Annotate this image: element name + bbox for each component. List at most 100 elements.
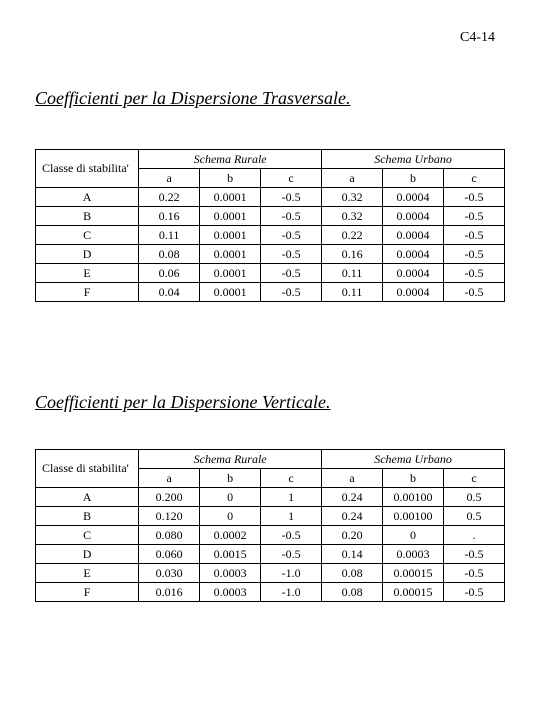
table-row: B0.160.0001-0.50.320.0004-0.5 (36, 207, 505, 226)
cell-urbano-a: 0.11 (322, 283, 383, 302)
table-row: C0.110.0001-0.50.220.0004-0.5 (36, 226, 505, 245)
table-row: B0.120010.240.001000.5 (36, 507, 505, 526)
col-b-urbano: b (383, 169, 444, 188)
cell-urbano-b: 0.0004 (383, 245, 444, 264)
cell-rurale-a: 0.16 (139, 207, 200, 226)
scheme-rurale: Schema Rurale (139, 150, 322, 169)
table-row: A0.200010.240.001000.5 (36, 488, 505, 507)
cell-rurale-a: 0.200 (139, 488, 200, 507)
cell-rurale-c: -0.5 (261, 245, 322, 264)
table-header-row: Classe di stabilita' Schema Rurale Schem… (36, 450, 505, 469)
table-row: D0.0600.0015-0.50.140.0003-0.5 (36, 545, 505, 564)
table-header-row: Classe di stabilita' Schema Rurale Schem… (36, 150, 505, 169)
cell-urbano-b: 0.00015 (383, 583, 444, 602)
row-header: Classe di stabilita' (36, 450, 139, 488)
cell-urbano-c: -0.5 (444, 564, 505, 583)
cell-rurale-c: -1.0 (261, 583, 322, 602)
table-row: E0.0300.0003-1.00.080.00015-0.5 (36, 564, 505, 583)
cell-rurale-a: 0.030 (139, 564, 200, 583)
cell-urbano-c: 0.5 (444, 488, 505, 507)
scheme-urbano: Schema Urbano (322, 150, 505, 169)
class-cell: C (36, 226, 139, 245)
cell-urbano-b: 0.0004 (383, 264, 444, 283)
cell-urbano-b: 0.0003 (383, 545, 444, 564)
cell-rurale-a: 0.060 (139, 545, 200, 564)
table-row: C0.0800.0002-0.50.200. (36, 526, 505, 545)
class-cell: E (36, 264, 139, 283)
cell-urbano-a: 0.08 (322, 583, 383, 602)
cell-rurale-b: 0.0015 (200, 545, 261, 564)
cell-urbano-c: 0.5 (444, 507, 505, 526)
cell-urbano-a: 0.32 (322, 207, 383, 226)
cell-rurale-b: 0.0001 (200, 188, 261, 207)
cell-rurale-b: 0.0002 (200, 526, 261, 545)
cell-rurale-c: 1 (261, 507, 322, 526)
cell-rurale-b: 0.0001 (200, 264, 261, 283)
cell-rurale-c: -0.5 (261, 283, 322, 302)
class-cell: C (36, 526, 139, 545)
cell-urbano-b: 0.00100 (383, 488, 444, 507)
col-a-rurale: a (139, 469, 200, 488)
table-row: A0.220.0001-0.50.320.0004-0.5 (36, 188, 505, 207)
scheme-urbano: Schema Urbano (322, 450, 505, 469)
cell-rurale-c: -0.5 (261, 226, 322, 245)
table-row: F0.0160.0003-1.00.080.00015-0.5 (36, 583, 505, 602)
cell-urbano-a: 0.24 (322, 488, 383, 507)
row-header: Classe di stabilita' (36, 150, 139, 188)
col-a-urbano: a (322, 469, 383, 488)
cell-rurale-c: -0.5 (261, 188, 322, 207)
class-cell: B (36, 507, 139, 526)
cell-urbano-a: 0.22 (322, 226, 383, 245)
page-number: C4-14 (460, 30, 495, 46)
cell-urbano-b: 0.0004 (383, 283, 444, 302)
cell-urbano-b: 0.00015 (383, 564, 444, 583)
scheme-rurale: Schema Rurale (139, 450, 322, 469)
cell-rurale-c: -0.5 (261, 207, 322, 226)
class-cell: F (36, 283, 139, 302)
cell-rurale-a: 0.016 (139, 583, 200, 602)
cell-rurale-a: 0.04 (139, 283, 200, 302)
cell-urbano-a: 0.32 (322, 188, 383, 207)
class-cell: B (36, 207, 139, 226)
class-cell: D (36, 545, 139, 564)
class-cell: F (36, 583, 139, 602)
cell-rurale-a: 0.06 (139, 264, 200, 283)
cell-rurale-a: 0.22 (139, 188, 200, 207)
cell-rurale-a: 0.08 (139, 245, 200, 264)
cell-urbano-b: 0 (383, 526, 444, 545)
cell-urbano-b: 0.0004 (383, 207, 444, 226)
cell-urbano-c: -0.5 (444, 245, 505, 264)
class-cell: D (36, 245, 139, 264)
cell-rurale-b: 0 (200, 507, 261, 526)
cell-rurale-c: -1.0 (261, 564, 322, 583)
col-c-urbano: c (444, 169, 505, 188)
class-cell: E (36, 564, 139, 583)
cell-urbano-c: -0.5 (444, 545, 505, 564)
cell-rurale-a: 0.080 (139, 526, 200, 545)
class-cell: A (36, 488, 139, 507)
cell-urbano-b: 0.0004 (383, 188, 444, 207)
cell-rurale-b: 0.0001 (200, 226, 261, 245)
table-row: D0.080.0001-0.50.160.0004-0.5 (36, 245, 505, 264)
col-c-urbano: c (444, 469, 505, 488)
cell-urbano-a: 0.16 (322, 245, 383, 264)
col-c-rurale: c (261, 469, 322, 488)
cell-urbano-a: 0.24 (322, 507, 383, 526)
col-b-urbano: b (383, 469, 444, 488)
cell-urbano-c: -0.5 (444, 188, 505, 207)
cell-urbano-c: -0.5 (444, 583, 505, 602)
col-c-rurale: c (261, 169, 322, 188)
heading-verticale: Coefficienti per la Dispersione Vertical… (35, 392, 505, 413)
cell-rurale-c: 1 (261, 488, 322, 507)
col-b-rurale: b (200, 169, 261, 188)
col-a-rurale: a (139, 169, 200, 188)
page: C4-14 Coefficienti per la Dispersione Tr… (0, 0, 540, 622)
cell-rurale-b: 0.0001 (200, 283, 261, 302)
col-a-urbano: a (322, 169, 383, 188)
col-b-rurale: b (200, 469, 261, 488)
cell-urbano-a: 0.14 (322, 545, 383, 564)
cell-urbano-b: 0.00100 (383, 507, 444, 526)
cell-rurale-b: 0.0001 (200, 207, 261, 226)
cell-rurale-b: 0 (200, 488, 261, 507)
cell-rurale-b: 0.0001 (200, 245, 261, 264)
